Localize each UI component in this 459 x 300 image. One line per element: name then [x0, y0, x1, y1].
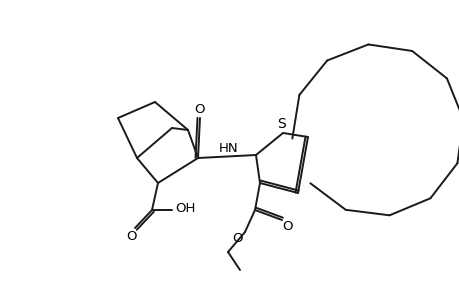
Text: O: O [232, 232, 243, 244]
Text: O: O [282, 220, 293, 233]
Text: OH: OH [174, 202, 195, 214]
Text: O: O [194, 103, 205, 116]
Text: S: S [277, 117, 286, 131]
Text: HN: HN [218, 142, 238, 155]
Text: O: O [127, 230, 137, 244]
